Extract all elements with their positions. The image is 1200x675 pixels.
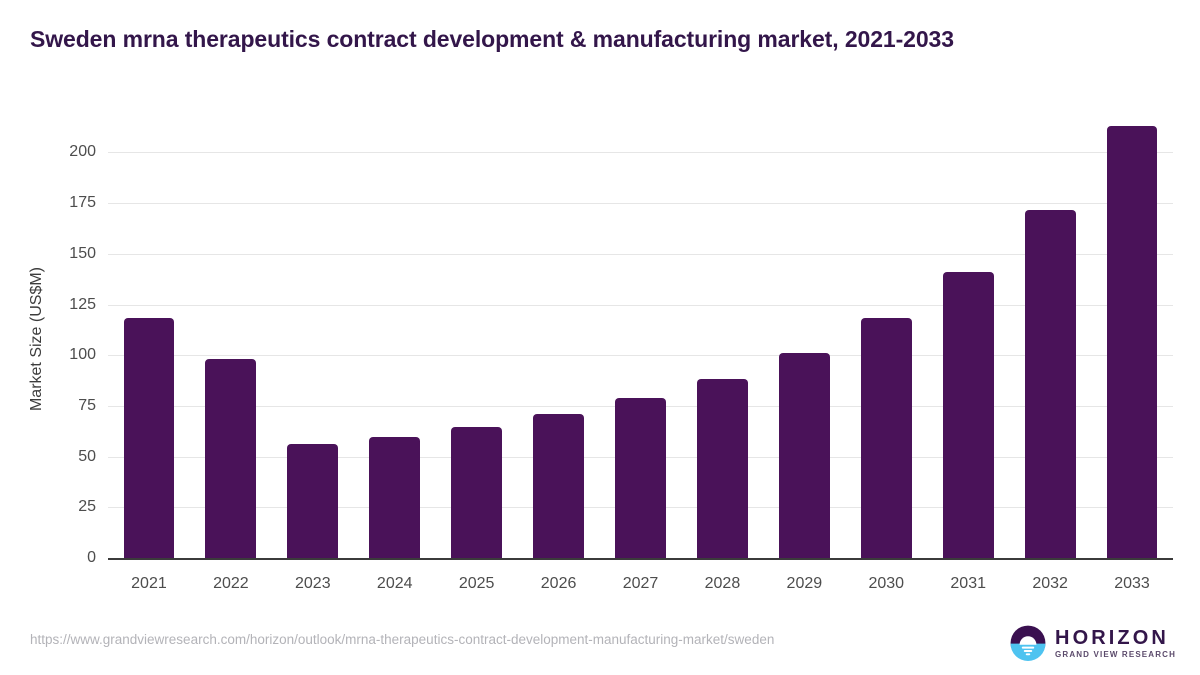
bar[interactable] bbox=[942, 272, 994, 558]
y-axis-tick-label: 175 bbox=[69, 194, 96, 212]
chart-footer: https://www.grandviewresearch.com/horizo… bbox=[0, 615, 1200, 675]
x-axis-tick-label: 2030 bbox=[868, 575, 905, 592]
x-axis-tick-label: 2022 bbox=[213, 575, 249, 592]
bar-slot bbox=[436, 0, 518, 558]
x-axis-tick-label: 2023 bbox=[295, 575, 331, 592]
bar[interactable] bbox=[451, 426, 503, 558]
x-axis-tick-label: 2033 bbox=[1114, 575, 1150, 592]
bar-slot bbox=[763, 0, 845, 558]
y-axis-tick-label: 50 bbox=[78, 447, 96, 465]
y-axis-tick-label: 200 bbox=[69, 143, 96, 161]
x-axis-tick-label: 2025 bbox=[458, 575, 495, 592]
bar[interactable] bbox=[615, 398, 666, 558]
gridline bbox=[108, 152, 1173, 154]
chart-plot-area: Market Size (US$M) 0 25 50 75 100 125 150 175 20… bbox=[28, 0, 1173, 592]
y-axis-tick-label: 75 bbox=[78, 396, 96, 414]
bar-slot bbox=[845, 0, 927, 558]
horizon-sunset-circle-icon bbox=[1010, 625, 1046, 661]
bar-slot bbox=[1009, 0, 1091, 558]
bar[interactable] bbox=[287, 444, 339, 558]
x-axis-tick-label: 2032 bbox=[1032, 575, 1068, 592]
bar-slot bbox=[681, 0, 763, 558]
bar-slot bbox=[354, 0, 436, 558]
gridline bbox=[108, 253, 1173, 255]
bar-slot bbox=[518, 0, 600, 558]
page-title: Sweden mrna therapeutics contract develo… bbox=[30, 26, 954, 52]
y-axis-tick-label: 100 bbox=[69, 346, 96, 364]
bar-slot bbox=[190, 0, 272, 558]
y-axis-tick-label: 125 bbox=[69, 295, 96, 313]
source-url[interactable]: https://www.grandviewresearch.com/horizo… bbox=[30, 632, 775, 647]
bar[interactable] bbox=[778, 353, 830, 558]
x-axis-tick-label: 2026 bbox=[540, 575, 577, 592]
gridline bbox=[108, 355, 1173, 357]
bar[interactable] bbox=[369, 437, 421, 558]
x-axis-tick-label: 2029 bbox=[786, 575, 823, 592]
bar-slot bbox=[272, 0, 354, 558]
logo-subtitle: GRAND VIEW RESEARCH bbox=[1055, 649, 1176, 659]
horizon-logo[interactable]: HORIZON GRAND VIEW RESEARCH bbox=[1010, 625, 1176, 661]
x-axis-tick-label: 2027 bbox=[622, 575, 659, 592]
bar[interactable] bbox=[697, 379, 748, 558]
bar[interactable] bbox=[1106, 126, 1158, 558]
bar[interactable] bbox=[860, 317, 912, 558]
x-axis-tick-label: 2031 bbox=[950, 575, 986, 592]
bar-slot bbox=[108, 0, 190, 558]
logo-title: HORIZON bbox=[1055, 626, 1169, 649]
logo-wordmark: HORIZON GRAND VIEW RESEARCH bbox=[1055, 628, 1176, 659]
gridline bbox=[108, 203, 1173, 205]
x-axis-tick-label: 2024 bbox=[376, 575, 413, 592]
bar-series bbox=[108, 0, 1173, 558]
gridline bbox=[108, 304, 1173, 306]
bar[interactable] bbox=[205, 358, 257, 558]
bar[interactable] bbox=[533, 414, 584, 558]
bar-slot bbox=[1091, 0, 1173, 558]
x-axis-tick-label: 2028 bbox=[704, 575, 741, 592]
y-axis-tick-label: 25 bbox=[78, 498, 96, 516]
bar[interactable] bbox=[1024, 210, 1076, 558]
x-axis-line bbox=[108, 558, 1173, 560]
x-axis-tick-label: 2021 bbox=[131, 575, 167, 592]
bar[interactable] bbox=[123, 318, 175, 558]
bar-slot bbox=[600, 0, 682, 558]
y-axis-tick-label: 0 bbox=[87, 549, 96, 566]
y-axis-tick-label: 150 bbox=[69, 244, 96, 262]
bar-slot bbox=[927, 0, 1009, 558]
